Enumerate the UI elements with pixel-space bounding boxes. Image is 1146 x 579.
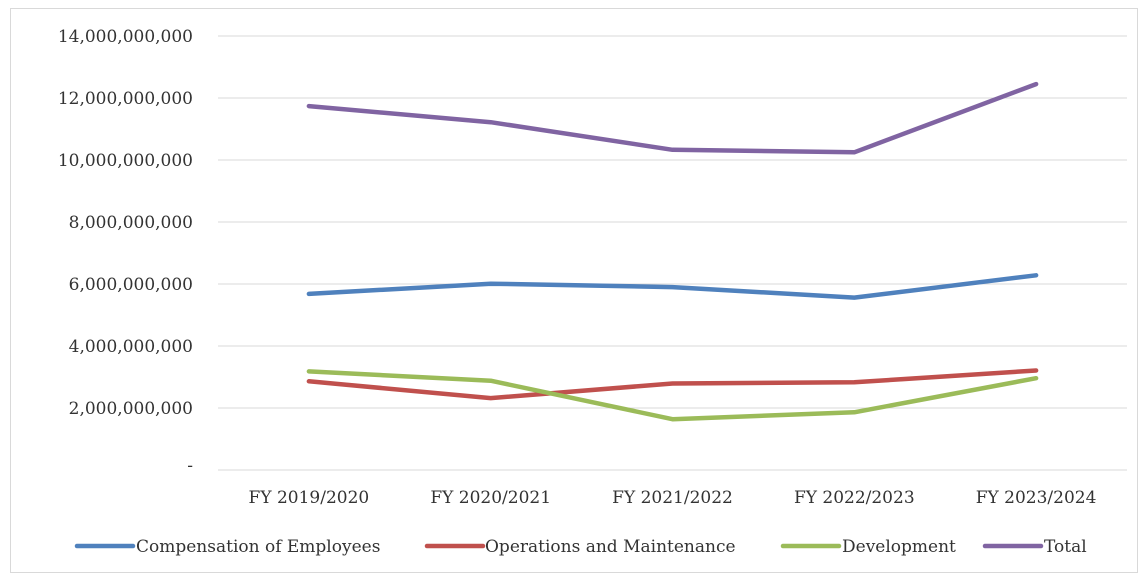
chart-area <box>10 8 1138 573</box>
y-axis-tick-labels: - 2,000,000,000 4,000,000,000 6,000,000,000… <box>58 27 193 476</box>
y-tick-label: 12,000,000,000 <box>58 89 193 109</box>
x-axis-tick-labels: FY 2019/2020 FY 2020/2021 FY 2021/2022 FY 2… <box>249 488 1097 508</box>
legend-label: Total <box>1044 537 1087 557</box>
x-tick-label: FY 2020/2021 <box>430 488 551 508</box>
series-lines <box>306 81 1039 422</box>
x-tick-label: FY 2022/2023 <box>794 488 915 508</box>
y-tick-label: 8,000,000,000 <box>69 213 193 233</box>
y-tick-label: 10,000,000,000 <box>58 151 193 171</box>
y-tick-label: 6,000,000,000 <box>69 275 193 295</box>
y-tick-label: - <box>187 456 193 476</box>
x-tick-label: FY 2019/2020 <box>249 488 370 508</box>
legend-label: Operations and Maintenance <box>485 537 736 557</box>
gridlines <box>218 35 1127 471</box>
legend: Compensation of Employees Operations and … <box>74 537 1087 557</box>
x-tick-label: FY 2023/2024 <box>976 488 1097 508</box>
y-tick-label: 14,000,000,000 <box>58 27 193 47</box>
x-tick-label: FY 2021/2022 <box>612 488 733 508</box>
series-line-operations-and-maintenance <box>306 368 1039 401</box>
legend-label: Compensation of Employees <box>136 537 380 557</box>
y-tick-label: 2,000,000,000 <box>69 399 193 419</box>
legend-label: Development <box>842 537 956 557</box>
series-line-compensation-of-employees <box>306 273 1039 300</box>
series-line-total <box>306 81 1039 155</box>
y-tick-label: 4,000,000,000 <box>69 337 193 357</box>
